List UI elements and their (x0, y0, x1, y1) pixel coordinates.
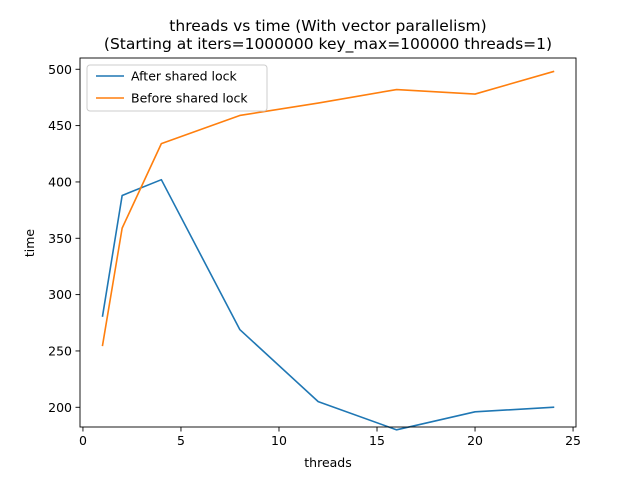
axes-frame (79, 57, 577, 428)
y-tick-label: 400 (48, 174, 72, 189)
y-tick-label: 200 (48, 400, 72, 415)
y-axis-label: time (22, 229, 37, 258)
legend-label-1: After shared lock (131, 69, 238, 84)
y-tick-label: 300 (48, 287, 72, 302)
y-tick-label: 350 (48, 231, 72, 246)
x-tick-label: 0 (79, 433, 87, 448)
x-tick-label: 5 (177, 433, 185, 448)
x-axis-label: threads (304, 455, 352, 470)
chart-subtitle: (Starting at iters=1000000 key_max=10000… (104, 35, 552, 54)
x-tick-label: 25 (565, 433, 581, 448)
series-line-2 (101, 70, 555, 347)
legend: After shared lock Before shared lock (86, 64, 268, 112)
x-tick-label: 20 (467, 433, 483, 448)
chart-title: threads vs time (With vector parallelism… (169, 17, 486, 35)
y-tick-label: 450 (48, 118, 72, 133)
y-tick-label: 250 (48, 343, 72, 358)
plot-area: 0 5 10 15 20 25 200 250 300 350 400 450 500 After sha… (48, 57, 581, 448)
x-tick-label: 10 (271, 433, 287, 448)
y-tick-label: 500 (48, 62, 72, 77)
legend-label-2: Before shared lock (131, 91, 248, 106)
x-tick-label: 15 (369, 433, 385, 448)
legend-box (86, 64, 268, 112)
series-line-1 (101, 178, 555, 431)
